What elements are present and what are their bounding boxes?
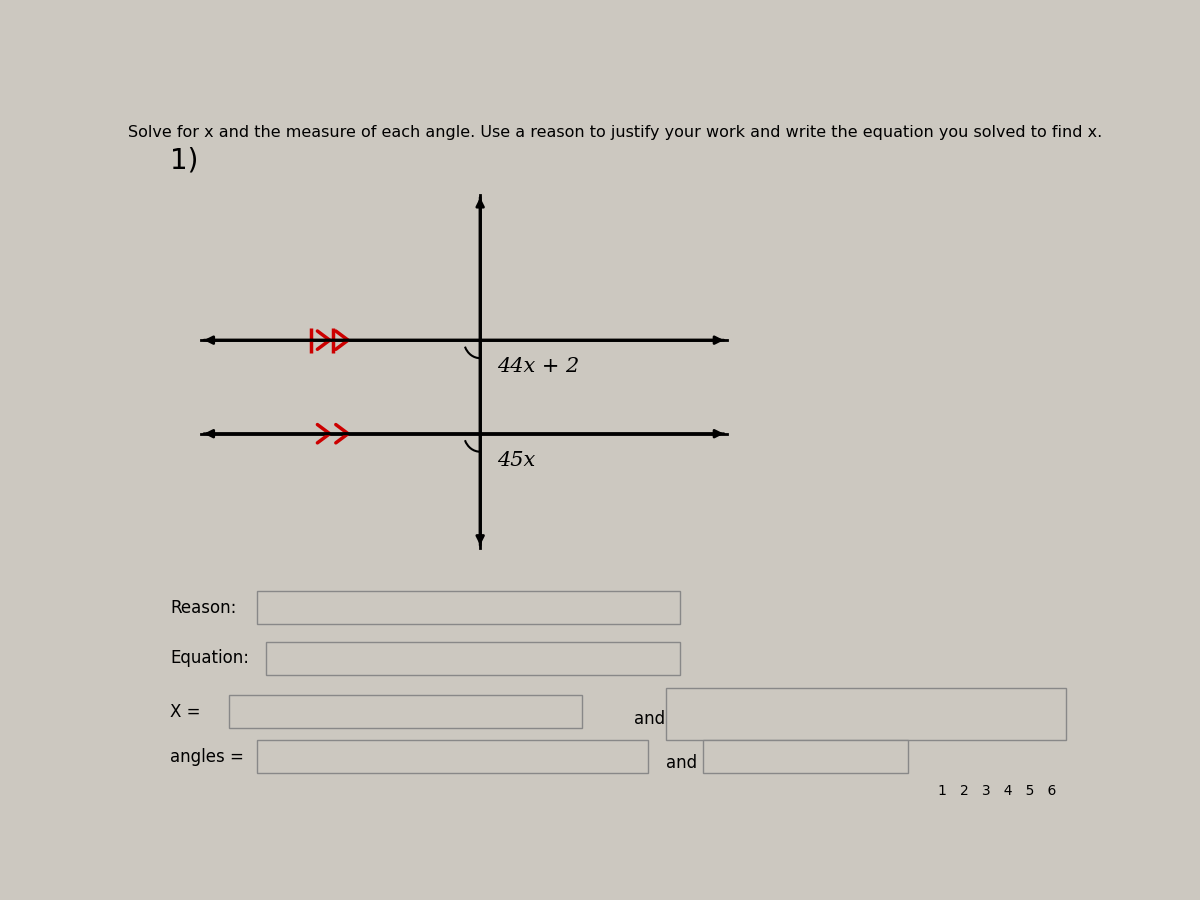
FancyBboxPatch shape [703,740,908,773]
Text: 1): 1) [170,146,199,174]
Text: 44x + 2: 44x + 2 [497,357,580,376]
FancyBboxPatch shape [666,688,1066,740]
Text: X =: X = [170,703,200,721]
Text: angles =: angles = [170,748,245,766]
Text: Equation:: Equation: [170,649,250,667]
Text: and: and [634,710,665,728]
Text: Reason:: Reason: [170,598,236,616]
Text: 45x: 45x [497,451,535,470]
Text: 1   2   3   4   5   6: 1 2 3 4 5 6 [938,784,1057,797]
Text: and: and [666,754,697,772]
FancyBboxPatch shape [257,591,680,625]
FancyBboxPatch shape [257,740,648,773]
FancyBboxPatch shape [229,695,582,728]
Text: Solve for x and the measure of each angle. Use a reason to justify your work and: Solve for x and the measure of each angl… [128,125,1102,140]
FancyBboxPatch shape [266,642,680,675]
